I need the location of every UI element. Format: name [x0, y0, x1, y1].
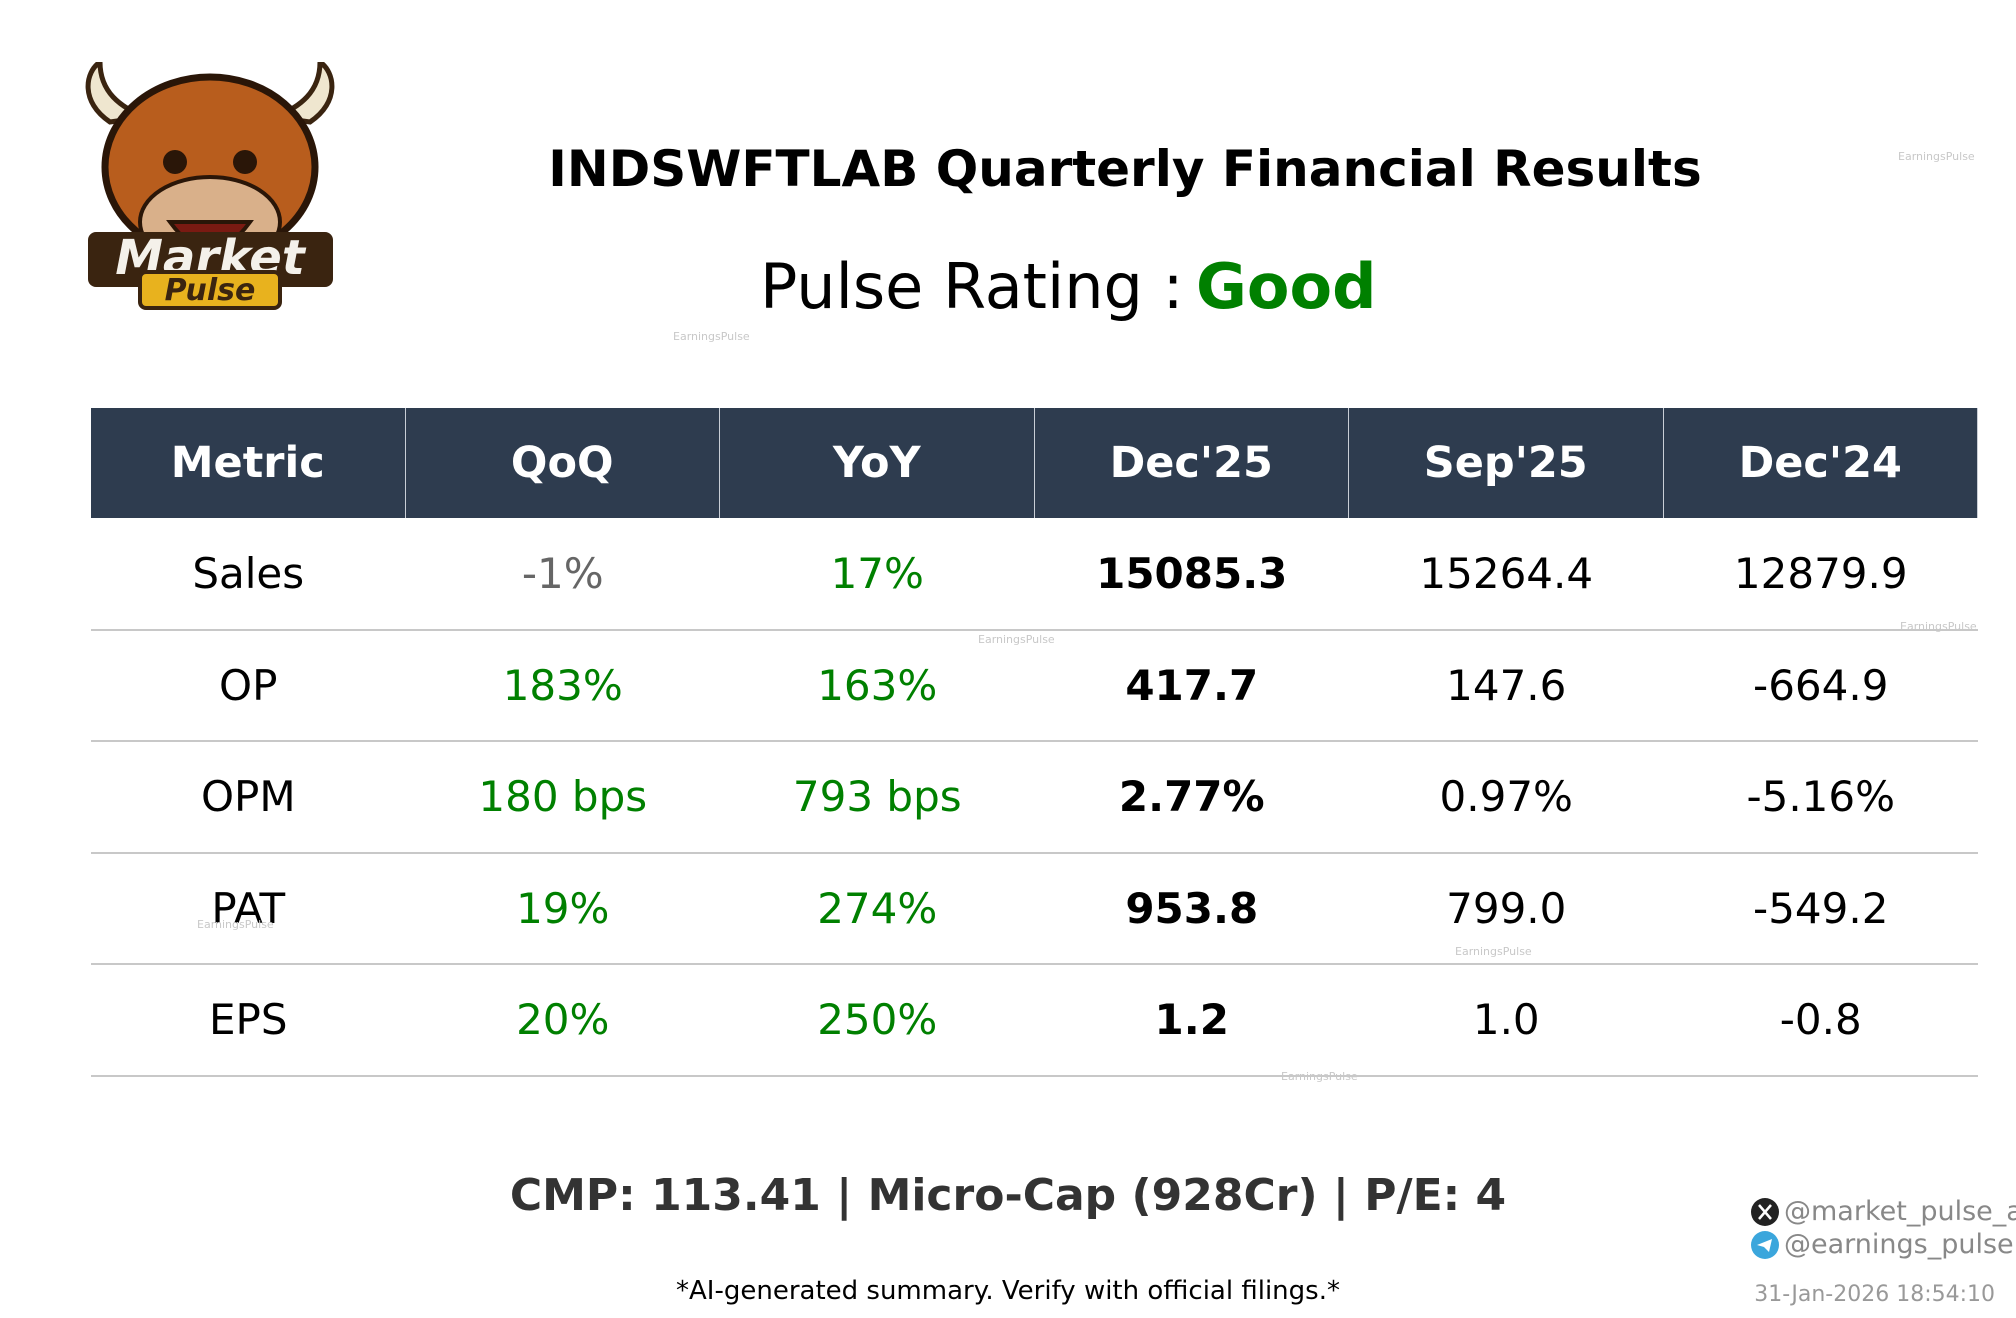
- table-cell: 147.6: [1446, 660, 1567, 710]
- table-cell: 953.8: [1125, 883, 1259, 933]
- logo-subtext: Pulse: [165, 273, 256, 308]
- rating-value: Good: [1196, 250, 1377, 323]
- table-cell: EPS: [208, 995, 288, 1044]
- row-divider: [91, 851, 1978, 854]
- row-divider: [91, 740, 1978, 742]
- watermark: EarningsPulse: [673, 330, 750, 343]
- watermark: EarningsPulse: [197, 918, 274, 931]
- table-cell: 793 bps: [792, 772, 962, 821]
- watermark: EarningsPulse: [1455, 945, 1532, 958]
- footer-summary: CMP: 113.41 | Micro-Cap (928Cr) | P/E: 4: [509, 1170, 1507, 1221]
- column-header: QoQ: [405, 408, 720, 518]
- table-cell: 274%: [817, 883, 938, 933]
- table-cell: Sales: [192, 549, 305, 598]
- social-telegram: @earnings_pulse: [1750, 1229, 2014, 1260]
- table-cell: 19%: [516, 883, 610, 933]
- handle: @market_pulse_ai: [1784, 1196, 2016, 1227]
- table-cell: OP: [219, 660, 278, 710]
- row-divider: [91, 1074, 1978, 1077]
- table-cell: -0.8: [1779, 995, 1862, 1044]
- telegram-icon: [1751, 1230, 1779, 1259]
- title: INDSWFTLAB Quarterly Financial Results: [548, 140, 1702, 198]
- column-header: Metric: [91, 408, 406, 518]
- handle: @earnings_pulse: [1784, 1229, 2014, 1260]
- column-header: YoY: [720, 408, 1035, 518]
- table-cell: 417.7: [1125, 660, 1259, 710]
- watermark: EarningsPulse: [1900, 620, 1977, 633]
- table-cell: 15264.4: [1419, 549, 1594, 598]
- row-divider: [91, 628, 1978, 631]
- table-cell: 2.77%: [1118, 772, 1265, 821]
- table-cell: 20%: [516, 995, 610, 1044]
- row-divider: [91, 963, 1978, 965]
- table-cell: 183%: [502, 660, 623, 710]
- table-cell: PAT: [211, 883, 286, 933]
- table-cell: 1.0: [1472, 995, 1540, 1044]
- watermark: EarningsPulse: [978, 633, 1055, 646]
- table-cell: 163%: [817, 660, 938, 710]
- table-cell: OPM: [200, 772, 296, 821]
- column-header: Dec'25: [1034, 408, 1349, 518]
- table-cell: 15085.3: [1096, 549, 1288, 598]
- table-cell: 250%: [817, 995, 938, 1044]
- table-cell: 799.0: [1446, 883, 1567, 933]
- table-cell: -5.16%: [1746, 772, 1896, 821]
- watermark: EarningsPulse: [1898, 150, 1975, 163]
- column-header: Sep'25: [1349, 408, 1664, 518]
- table-cell: -549.2: [1753, 883, 1889, 933]
- column-header: Dec'24: [1663, 408, 1978, 518]
- disclaimer: *AI-generated summary. Verify with offic…: [676, 1276, 1340, 1306]
- table-cell: 0.97%: [1439, 772, 1573, 821]
- table-cell: 17%: [830, 549, 924, 598]
- table-cell: -1%: [521, 549, 604, 598]
- watermark: EarningsPulse: [1281, 1070, 1358, 1083]
- table-cell: -664.9: [1753, 660, 1889, 710]
- table-cell: 12879.9: [1733, 549, 1908, 598]
- table-cell: 1.2: [1154, 995, 1229, 1044]
- timestamp: 31-Jan-2026 18:54:10: [1754, 1282, 1995, 1307]
- rating-label: Pulse Rating :: [760, 250, 1184, 323]
- x-icon: [1751, 1197, 1779, 1226]
- social-x: @market_pulse_ai: [1750, 1196, 2016, 1227]
- table-cell: 180 bps: [478, 772, 648, 821]
- logo: Market Pulse: [85, 62, 335, 310]
